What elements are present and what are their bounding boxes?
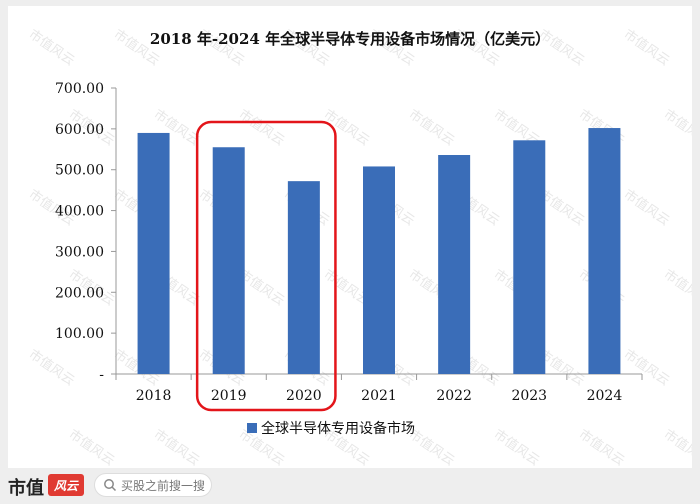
bar-2023 bbox=[513, 140, 546, 374]
highlight-box bbox=[195, 120, 337, 412]
x-tick-label: 2018 bbox=[136, 388, 172, 404]
y-tick-label: 300.00 bbox=[55, 244, 104, 260]
x-tick-label: 2020 bbox=[286, 388, 322, 404]
legend-label: 全球半导体专用设备市场 bbox=[261, 420, 415, 437]
watermark-text: 市值风云 bbox=[661, 266, 692, 309]
x-tick-label: 2023 bbox=[511, 388, 547, 404]
y-tick-label: 500.00 bbox=[55, 163, 104, 179]
y-tick-label: 700.00 bbox=[55, 81, 104, 97]
y-tick-label: 400.00 bbox=[55, 204, 104, 220]
legend-swatch bbox=[247, 423, 257, 433]
watermark-text: 市值风云 bbox=[661, 426, 692, 468]
x-tick-label: 2021 bbox=[361, 388, 397, 404]
search-input[interactable]: 买股之前搜一搜 bbox=[94, 473, 212, 497]
bar-2022 bbox=[438, 155, 471, 374]
y-tick-label: - bbox=[99, 367, 104, 383]
brand-logo: 风云 bbox=[48, 474, 84, 496]
watermark-text: 市值风云 bbox=[26, 26, 78, 69]
y-tick-label: 600.00 bbox=[55, 122, 104, 138]
x-tick-label: 2024 bbox=[587, 388, 623, 404]
search-icon bbox=[104, 479, 117, 492]
chart-card: 市值风云 市值风云 市值风云 市值风云 市值风云 市值风云 市值风云 市值风云 市值风云 市值风云… bbox=[8, 6, 692, 468]
watermark-text: 市值风云 bbox=[151, 426, 203, 468]
watermark-text: 市值风云 bbox=[406, 106, 458, 149]
legend: 全球半导体专用设备市场 bbox=[247, 420, 415, 437]
y-tick-label: 200.00 bbox=[55, 285, 104, 301]
watermark-text: 市值风云 bbox=[621, 346, 673, 389]
watermark-text: 市值风云 bbox=[66, 426, 118, 468]
watermark-text: 市值风云 bbox=[576, 426, 628, 468]
y-tick-label: 100.00 bbox=[55, 326, 104, 342]
x-tick-label: 2019 bbox=[211, 388, 247, 404]
brand-name: 市值 bbox=[8, 478, 44, 499]
bar-2019 bbox=[212, 147, 245, 374]
watermark-text: 市值风云 bbox=[26, 346, 78, 389]
search-placeholder: 买股之前搜一搜 bbox=[121, 478, 206, 493]
watermark-text: 市值风云 bbox=[621, 186, 673, 229]
x-axis: 2018 2019 2020 2021 2022 2023 2024 bbox=[115, 373, 643, 404]
watermark-text: 市值风云 bbox=[621, 26, 673, 69]
brand-bar: 市值 风云 买股之前搜一搜 bbox=[0, 468, 700, 504]
bar-series bbox=[137, 128, 621, 374]
bar-2018 bbox=[137, 132, 170, 374]
watermark-text: 市值风云 bbox=[321, 106, 373, 149]
bar-2024 bbox=[588, 128, 621, 374]
watermark-text: 市值风云 bbox=[236, 106, 288, 149]
chart-title: 2018 年-2024 年全球半导体专用设备市场情况（亿美元） bbox=[150, 30, 550, 48]
watermark-text: 市值风云 bbox=[661, 106, 692, 149]
bar-2020 bbox=[287, 181, 320, 374]
watermark-text: 市值风云 bbox=[491, 426, 543, 468]
bar-2021 bbox=[363, 166, 395, 374]
y-axis: - 100.00 200.00 300.00 400.00 500.00 600.00 700… bbox=[55, 81, 117, 383]
x-tick-label: 2022 bbox=[436, 388, 472, 404]
